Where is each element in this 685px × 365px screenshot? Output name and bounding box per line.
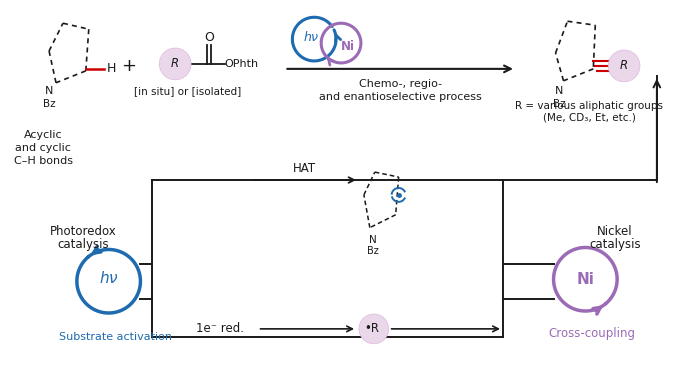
Text: [in situ] or [isolated]: [in situ] or [isolated]: [134, 86, 242, 96]
Text: R: R: [171, 57, 179, 70]
Circle shape: [608, 50, 640, 82]
Text: +: +: [121, 57, 136, 75]
Text: catalysis: catalysis: [57, 238, 109, 251]
Text: C–H bonds: C–H bonds: [14, 156, 73, 166]
Circle shape: [160, 48, 191, 80]
Text: O: O: [204, 31, 214, 43]
Text: HAT: HAT: [292, 162, 316, 174]
Text: N: N: [369, 235, 377, 245]
Text: Chemo-, regio-: Chemo-, regio-: [359, 79, 443, 89]
Text: 1e⁻ red.: 1e⁻ red.: [196, 322, 244, 335]
Text: N: N: [556, 86, 564, 96]
Circle shape: [359, 314, 388, 344]
Text: Ni: Ni: [341, 39, 355, 53]
Text: and enantioselective process: and enantioselective process: [319, 92, 482, 102]
Text: Nickel: Nickel: [597, 225, 633, 238]
Text: R: R: [620, 59, 628, 72]
Text: Bz: Bz: [367, 246, 379, 257]
Text: $h\nu$: $h\nu$: [303, 30, 319, 44]
Text: Photoredox: Photoredox: [49, 225, 116, 238]
Text: Bz: Bz: [553, 99, 566, 109]
Text: Acyclic: Acyclic: [24, 130, 62, 141]
Text: Cross-coupling: Cross-coupling: [549, 327, 636, 340]
Text: H: H: [107, 62, 116, 75]
Text: catalysis: catalysis: [589, 238, 641, 251]
Text: Bz: Bz: [42, 99, 55, 109]
Text: R = various aliphatic groups: R = various aliphatic groups: [515, 101, 663, 111]
Text: N: N: [45, 86, 53, 96]
Text: and cyclic: and cyclic: [15, 143, 71, 153]
Text: Substrate activation: Substrate activation: [59, 332, 172, 342]
Text: •R: •R: [364, 322, 379, 335]
Text: OPhth: OPhth: [225, 59, 259, 69]
Text: $h\nu$: $h\nu$: [99, 270, 119, 286]
Text: (Me, CD₃, Et, etc.): (Me, CD₃, Et, etc.): [543, 112, 636, 123]
Text: Ni: Ni: [576, 272, 595, 287]
